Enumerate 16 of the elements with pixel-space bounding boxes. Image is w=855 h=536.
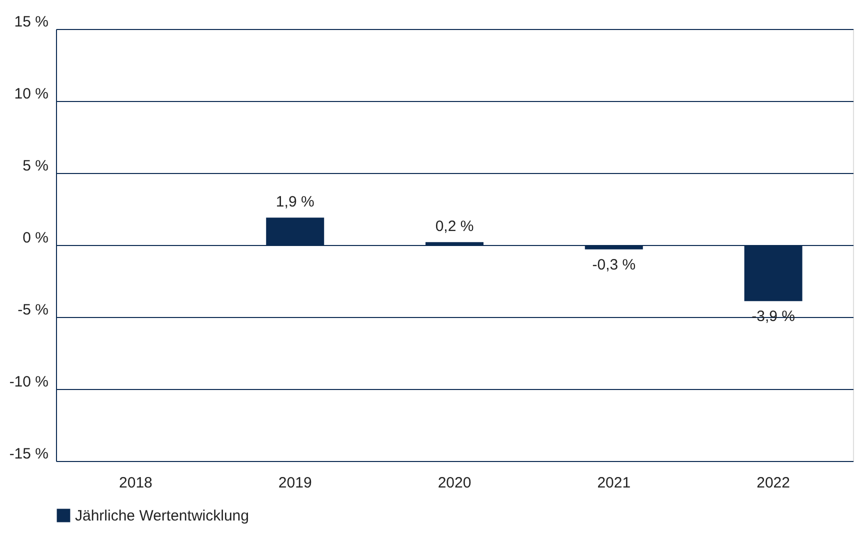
y-tick-label: 10 % xyxy=(14,86,48,102)
y-tick-label: -10 % xyxy=(9,374,48,390)
x-tick-label: 2019 xyxy=(278,474,312,492)
x-tick-label: 2021 xyxy=(597,474,631,492)
y-tick-label: -5 % xyxy=(18,302,48,318)
data-label: 1,9 % xyxy=(276,194,314,211)
x-tick-label: 2018 xyxy=(119,474,152,492)
x-tick-label: 2022 xyxy=(756,474,790,492)
y-tick-label: 5 % xyxy=(22,158,48,174)
x-tick-label: 2020 xyxy=(438,474,472,492)
data-label: 0,2 % xyxy=(435,218,474,236)
y-tick-label: -15 % xyxy=(9,446,48,462)
y-tick-label: 15 % xyxy=(14,14,48,30)
legend-label: Jährliche Wertentwicklung xyxy=(75,508,249,524)
y-tick-label: 0 % xyxy=(22,230,48,246)
data-label: -0,3 % xyxy=(592,256,636,274)
